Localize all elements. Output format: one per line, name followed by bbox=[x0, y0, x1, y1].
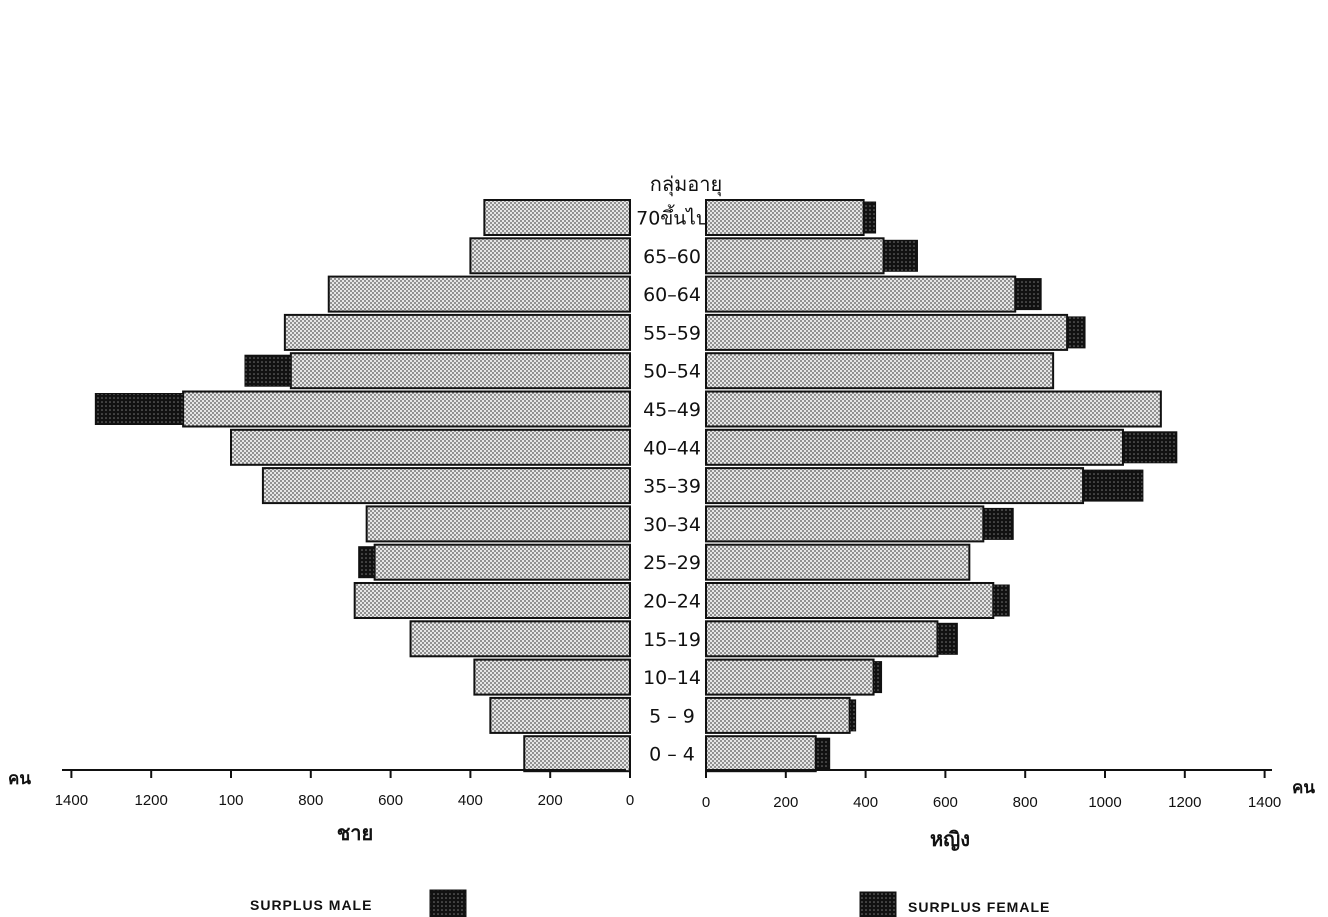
male-bars bbox=[94, 199, 632, 773]
male-tick-label-5: 400 bbox=[458, 792, 483, 809]
bar-female-7 bbox=[705, 467, 1085, 505]
bar-male-5 bbox=[182, 390, 631, 428]
female-tick-label-2: 400 bbox=[853, 794, 878, 811]
age-label-8: 30–34 bbox=[643, 514, 701, 536]
right-unit-label: คน bbox=[1292, 778, 1315, 798]
female-side-label: หญิง bbox=[930, 827, 970, 851]
bar-female-8 bbox=[705, 505, 985, 543]
bar-male-0 bbox=[483, 199, 631, 236]
male-tick-label-1: 1200 bbox=[135, 792, 168, 809]
female-tick-label-0: 0 bbox=[702, 794, 710, 811]
female-axis-ticks: 0 200 400 600 800 1000 1200 1400 bbox=[702, 770, 1281, 811]
age-label-12: 10–14 bbox=[643, 667, 701, 689]
legend-surplus-male-swatch bbox=[429, 889, 467, 917]
bar-male-3 bbox=[283, 313, 631, 351]
male-tick-label-6: 200 bbox=[538, 792, 563, 809]
bar-male-4 bbox=[289, 352, 631, 390]
bar-female-2 bbox=[705, 275, 1017, 313]
age-label-1: 65–60 bbox=[643, 246, 701, 268]
bar-male-surplus-5 bbox=[94, 393, 184, 425]
age-group-title: กลุ่มอายุ bbox=[650, 172, 723, 197]
bar-male-14 bbox=[523, 735, 632, 773]
bar-female-13 bbox=[705, 696, 851, 734]
age-group-labels: 70ขึ้นไป 65–60 60–64 55–59 50–54 45–49 40–44 35… bbox=[636, 205, 708, 766]
bar-male-2 bbox=[327, 275, 631, 313]
bar-female-surplus-1 bbox=[883, 239, 918, 272]
male-tick-label-3: 800 bbox=[298, 792, 323, 809]
bar-female-10 bbox=[705, 582, 995, 619]
bar-male-8 bbox=[365, 505, 631, 543]
bar-male-surplus-4 bbox=[244, 354, 292, 387]
legend-surplus-female-swatch bbox=[859, 891, 897, 917]
bar-female-surplus-10 bbox=[992, 584, 1010, 617]
age-label-9: 25–29 bbox=[643, 552, 701, 574]
female-tick-label-6: 1200 bbox=[1168, 794, 1201, 811]
female-bars bbox=[705, 199, 1178, 773]
bar-female-surplus-11 bbox=[936, 622, 958, 655]
bar-female-surplus-2 bbox=[1014, 278, 1042, 311]
bar-male-6 bbox=[230, 428, 631, 466]
bar-female-surplus-14 bbox=[815, 737, 831, 770]
male-tick-label-0: 1400 bbox=[55, 792, 88, 809]
male-tick-label-2: 100 bbox=[218, 792, 243, 809]
bar-male-surplus-9 bbox=[358, 546, 376, 579]
bar-female-surplus-8 bbox=[982, 507, 1014, 540]
female-tick-label-5: 1000 bbox=[1088, 794, 1121, 811]
age-label-11: 15–19 bbox=[643, 629, 701, 651]
age-label-7: 35–39 bbox=[643, 476, 701, 498]
female-tick-label-4: 800 bbox=[1013, 794, 1038, 811]
bar-female-14 bbox=[705, 735, 817, 773]
bar-female-4 bbox=[705, 352, 1055, 390]
male-tick-label-4: 600 bbox=[378, 792, 403, 809]
age-label-5: 45–49 bbox=[643, 399, 701, 421]
bar-female-surplus-7 bbox=[1082, 469, 1144, 502]
bar-male-12 bbox=[473, 658, 632, 696]
bar-female-1 bbox=[705, 237, 885, 275]
bar-male-13 bbox=[489, 696, 631, 734]
age-label-14: 0 – 4 bbox=[649, 744, 695, 766]
bar-female-surplus-6 bbox=[1122, 431, 1178, 464]
bar-female-surplus-0 bbox=[863, 201, 877, 234]
female-tick-label-7: 1400 bbox=[1248, 794, 1281, 811]
age-label-4: 50–54 bbox=[643, 361, 701, 383]
bar-female-12 bbox=[705, 658, 875, 696]
legend-surplus-male-label: SURPLUS MALE bbox=[250, 897, 372, 913]
age-label-13: 5 – 9 bbox=[649, 705, 695, 727]
bar-female-surplus-3 bbox=[1066, 316, 1086, 349]
age-label-3: 55–59 bbox=[643, 322, 701, 344]
bar-male-1 bbox=[469, 237, 631, 275]
female-tick-label-3: 600 bbox=[933, 794, 958, 811]
age-label-2: 60–64 bbox=[643, 284, 701, 306]
bar-female-6 bbox=[705, 428, 1124, 466]
bar-male-7 bbox=[261, 467, 631, 505]
bar-male-9 bbox=[373, 543, 632, 581]
bar-female-11 bbox=[705, 620, 939, 658]
bar-male-10 bbox=[353, 582, 631, 619]
female-tick-label-1: 200 bbox=[773, 794, 798, 811]
age-label-6: 40–44 bbox=[643, 437, 701, 459]
bar-female-surplus-12 bbox=[873, 661, 883, 694]
age-label-10: 20–24 bbox=[643, 591, 701, 613]
bar-female-0 bbox=[705, 199, 865, 236]
legend-surplus-female-label: SURPLUS FEMALE bbox=[908, 899, 1050, 915]
male-axis-ticks: 1400 1200 100 800 600 400 200 0 bbox=[55, 770, 634, 809]
bar-female-5 bbox=[705, 390, 1162, 428]
male-tick-label-7: 0 bbox=[626, 792, 634, 809]
male-side-label: ชาย bbox=[337, 821, 374, 845]
left-unit-label: คน bbox=[8, 769, 31, 789]
bar-male-11 bbox=[409, 620, 631, 658]
age-label-0: 70ขึ้นไป bbox=[636, 205, 708, 230]
bar-female-3 bbox=[705, 313, 1069, 351]
bar-female-9 bbox=[705, 543, 971, 581]
bar-female-surplus-13 bbox=[849, 699, 857, 732]
